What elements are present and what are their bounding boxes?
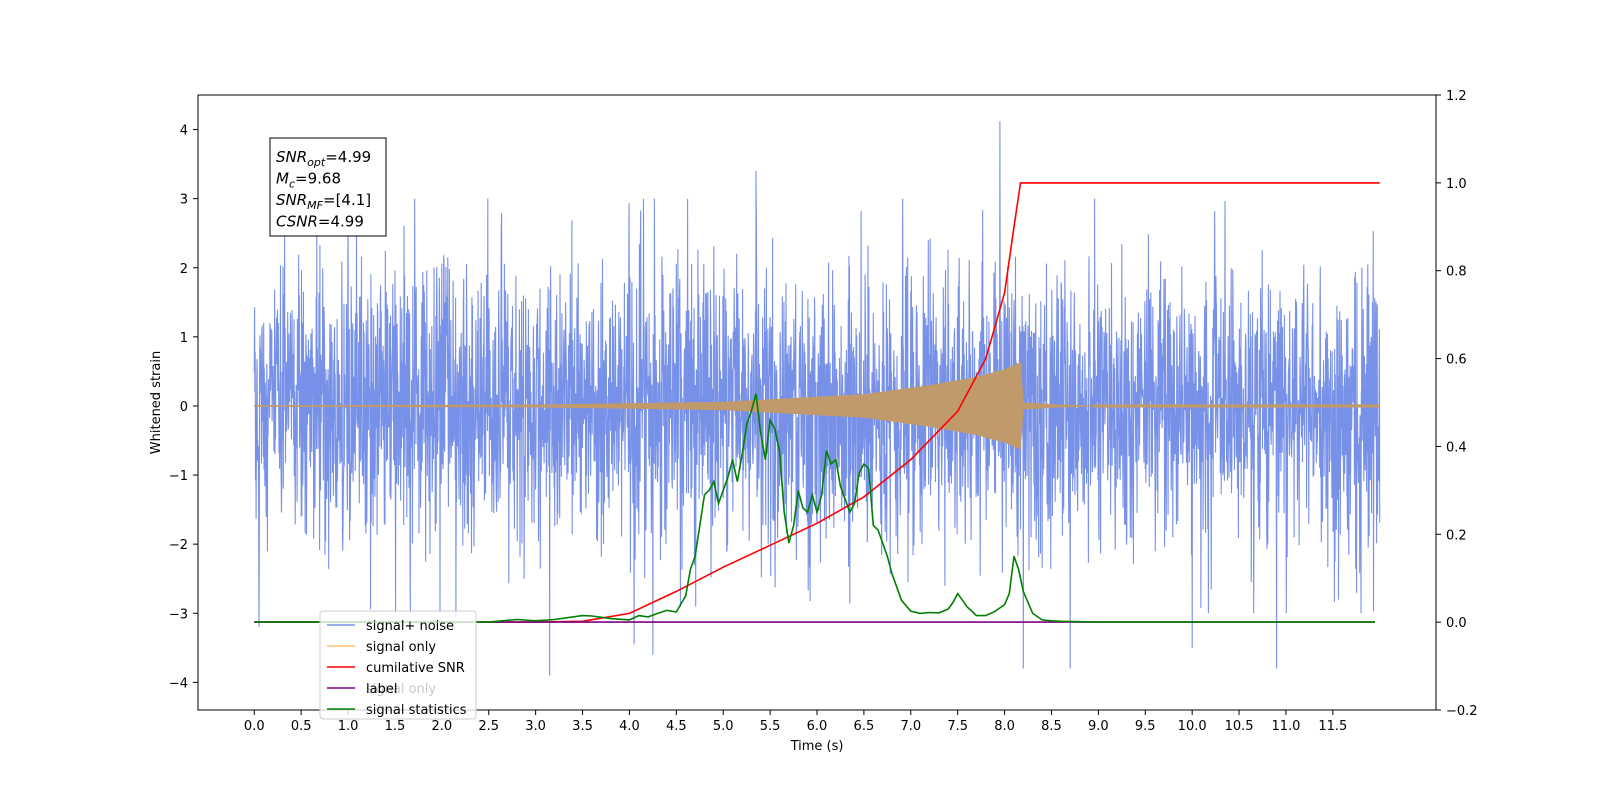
series-line-signal-only (253, 362, 1381, 450)
y-tick-label: −3 (169, 607, 188, 622)
y-tick-label: −1 (169, 469, 188, 484)
x-tick-label: 0.5 (291, 719, 312, 734)
series-line-cumilative-snr (254, 182, 1380, 623)
x-tick-label: 4.0 (619, 719, 640, 734)
x-tick-label: 11.5 (1318, 719, 1347, 734)
x-tick-label: 2.5 (478, 719, 499, 734)
x-tick-label: 6.5 (854, 719, 875, 734)
x-tick-label: 1.0 (338, 719, 359, 734)
x-tick-label: 3.5 (572, 719, 593, 734)
x-tick-label: 0.0 (244, 719, 265, 734)
x-tick-label: 9.0 (1088, 719, 1109, 734)
annotation-frame (269, 137, 387, 237)
legend-frame (319, 610, 477, 720)
x-axis-label: Time (s) (790, 739, 844, 754)
y2-tick-label: 0.4 (1446, 440, 1467, 455)
y-tick-label: 0 (180, 400, 188, 415)
legend-entry-hidden: signal only (366, 682, 436, 697)
annotation-line: Mc=9.68 (276, 170, 341, 191)
x-tick-label: 3.0 (525, 719, 546, 734)
x-tick-label: 4.5 (666, 719, 687, 734)
x-tick-label: 5.5 (760, 719, 781, 734)
y-axis-label: Whitened strain (149, 351, 164, 454)
y-axis-right: 1.2 1.0 0.8 0.6 0.4 0.2 0.0 −0.2 (1436, 89, 1478, 719)
x-tick-label: 7.5 (947, 719, 968, 734)
y-axis-left: 4 3 2 1 0 −1 −2 −3 −4 (169, 124, 198, 691)
x-tick-label: 2.0 (432, 719, 453, 734)
x-tick-label: 6.0 (807, 719, 828, 734)
legend-entry: cumilative SNR (366, 661, 465, 676)
x-tick-label: 5.0 (713, 719, 734, 734)
legend-entry: label (366, 682, 397, 697)
x-tick-label: 7.0 (900, 719, 921, 734)
y-tick-label: −4 (169, 676, 188, 691)
y2-tick-label: 0.2 (1446, 528, 1467, 543)
legend-entry: signal only (366, 640, 436, 655)
y2-tick-label: 0.8 (1446, 265, 1467, 280)
x-tick-label: 8.5 (1041, 719, 1062, 734)
x-tick-label: 11.0 (1271, 719, 1300, 734)
x-tick-label: 8.0 (994, 719, 1015, 734)
y-tick-label: 2 (180, 262, 188, 277)
y-tick-label: −2 (169, 538, 188, 553)
x-tick-label: 10.5 (1225, 719, 1254, 734)
y2-tick-label: 0.6 (1446, 353, 1467, 368)
legend-entry: signal+ noise (366, 619, 454, 634)
y2-tick-label: −0.2 (1446, 704, 1478, 719)
y2-tick-label: 1.0 (1446, 177, 1467, 192)
x-tick-label: 10.0 (1178, 719, 1207, 734)
y2-tick-label: 1.2 (1446, 89, 1467, 104)
series-line-signal-statistics (254, 393, 1375, 623)
x-tick-label: 9.5 (1135, 719, 1156, 734)
annotation-line: SNRopt=4.99 (276, 148, 371, 169)
legend: signal+ noise signal only cumilative SNR la… (319, 610, 477, 720)
x-axis: 0.0 0.5 1.0 1.5 2.0 2.5 3.0 3.5 4.0 4.5 5.0 5.5 6.0 6… (244, 710, 1347, 734)
annotation-line: CSNR=4.99 (276, 213, 364, 231)
annotation-line: SNRMF=[4.1] (276, 191, 371, 212)
y-tick-label: 4 (180, 124, 188, 139)
y2-tick-label: 0.0 (1446, 616, 1467, 631)
y-tick-label: 3 (180, 193, 188, 208)
legend-entry: signal statistics (366, 703, 467, 718)
y-tick-label: 1 (180, 331, 188, 346)
x-tick-label: 1.5 (385, 719, 406, 734)
